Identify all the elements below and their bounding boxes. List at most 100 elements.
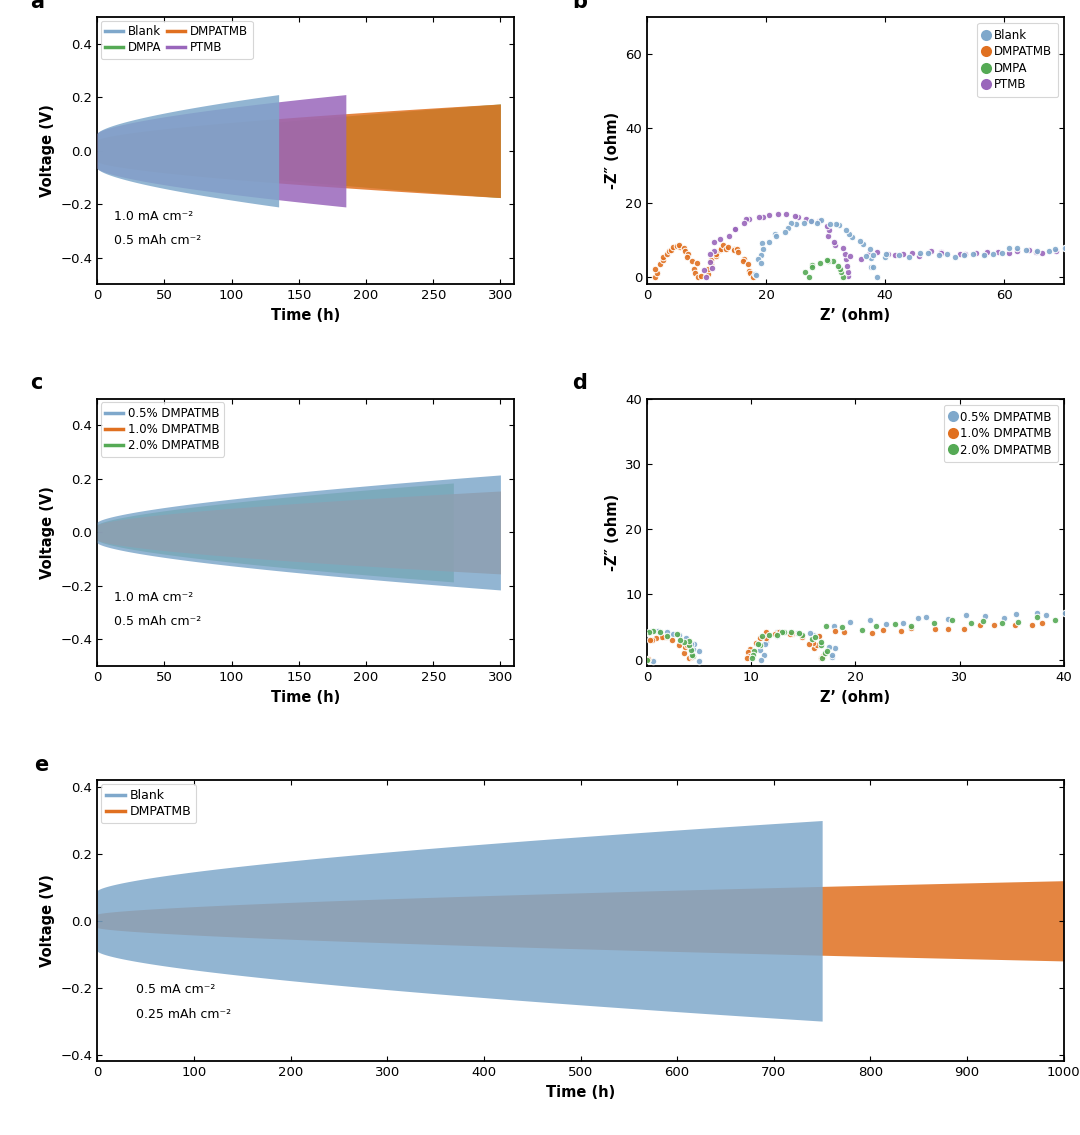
- Point: [756, 646, 773, 664]
- Point: [902, 620, 919, 638]
- Point: [703, 260, 720, 278]
- X-axis label: Time (h): Time (h): [545, 1085, 616, 1100]
- Point: [664, 238, 681, 257]
- Point: [684, 252, 701, 270]
- Point: [757, 629, 774, 647]
- Point: [1010, 613, 1027, 631]
- Point: [832, 263, 849, 281]
- Point: [887, 615, 904, 633]
- Point: [629, 633, 646, 651]
- Point: [712, 230, 729, 249]
- Point: [821, 221, 838, 239]
- Point: [825, 233, 842, 251]
- Point: [975, 245, 993, 263]
- Point: [720, 227, 738, 245]
- Point: [932, 244, 949, 262]
- Point: [1017, 241, 1035, 259]
- Point: [681, 634, 699, 653]
- Point: [775, 623, 793, 641]
- Y-axis label: Voltage (V): Voltage (V): [40, 104, 55, 197]
- Point: [686, 636, 703, 654]
- Point: [831, 217, 848, 235]
- Point: [780, 624, 797, 642]
- Point: [742, 263, 759, 281]
- Point: [956, 620, 973, 638]
- Point: [729, 239, 746, 258]
- Point: [618, 649, 635, 667]
- Point: [756, 634, 773, 653]
- Point: [625, 631, 643, 649]
- Point: [904, 243, 921, 261]
- Point: [692, 267, 710, 285]
- Point: [653, 628, 671, 646]
- Point: [802, 212, 820, 230]
- Point: [719, 237, 737, 255]
- Point: [680, 632, 698, 650]
- Point: [616, 650, 633, 669]
- Point: [958, 606, 975, 624]
- Point: [647, 268, 664, 286]
- Point: [677, 243, 694, 261]
- Point: [939, 620, 956, 638]
- Legend: Blank, DMPA, DMPATMB, PTMB: Blank, DMPA, DMPATMB, PTMB: [100, 20, 253, 59]
- Point: [725, 241, 742, 259]
- Point: [760, 207, 778, 225]
- Point: [840, 226, 858, 244]
- Point: [702, 253, 719, 271]
- Point: [754, 234, 771, 252]
- Point: [1029, 604, 1047, 622]
- Text: 1.0 mA cm⁻²: 1.0 mA cm⁻²: [113, 210, 193, 222]
- Point: [880, 244, 897, 262]
- Point: [632, 650, 649, 669]
- Point: [640, 623, 658, 641]
- Point: [726, 220, 743, 238]
- Y-axis label: -Z″ (ohm): -Z″ (ohm): [605, 112, 620, 190]
- Point: [829, 257, 847, 275]
- Point: [702, 245, 719, 263]
- Point: [1009, 243, 1026, 261]
- Point: [638, 650, 656, 669]
- Point: [812, 649, 829, 667]
- Point: [769, 625, 786, 644]
- Point: [853, 621, 870, 639]
- Point: [676, 638, 693, 656]
- Point: [745, 642, 762, 661]
- Point: [950, 244, 968, 262]
- Point: [703, 255, 720, 274]
- Point: [1001, 244, 1018, 262]
- Point: [757, 623, 774, 641]
- Point: [679, 637, 697, 655]
- Point: [621, 640, 638, 658]
- Point: [811, 636, 828, 654]
- Point: [667, 237, 685, 255]
- Point: [643, 622, 660, 640]
- Legend: 0.5% DMPATMB, 1.0% DMPATMB, 2.0% DMPATMB: 0.5% DMPATMB, 1.0% DMPATMB, 2.0% DMPATMB: [100, 402, 225, 456]
- Point: [650, 622, 667, 640]
- Point: [1056, 604, 1074, 622]
- Point: [625, 639, 643, 657]
- Point: [861, 612, 878, 630]
- Point: [685, 647, 702, 665]
- Legend: Blank, DMPATMB, DMPA, PTMB: Blank, DMPATMB, DMPA, PTMB: [977, 23, 1058, 98]
- Point: [699, 260, 716, 278]
- Text: 0.5 mA cm⁻²: 0.5 mA cm⁻²: [136, 983, 215, 995]
- Point: [810, 211, 827, 229]
- Point: [744, 646, 761, 664]
- Point: [651, 623, 669, 641]
- Point: [686, 260, 703, 278]
- Point: [778, 204, 795, 222]
- Point: [823, 646, 840, 664]
- Point: [753, 246, 770, 264]
- Point: [611, 634, 629, 653]
- Point: [718, 239, 735, 258]
- Point: [620, 645, 637, 663]
- Point: [758, 633, 775, 651]
- Point: [812, 636, 829, 654]
- Point: [976, 606, 994, 624]
- Point: [836, 623, 853, 641]
- Point: [676, 644, 693, 662]
- Text: 0.5 mAh cm⁻²: 0.5 mAh cm⁻²: [113, 234, 201, 246]
- Point: [635, 625, 652, 644]
- Point: [862, 249, 879, 267]
- Legend: Blank, DMPATMB: Blank, DMPATMB: [100, 784, 197, 823]
